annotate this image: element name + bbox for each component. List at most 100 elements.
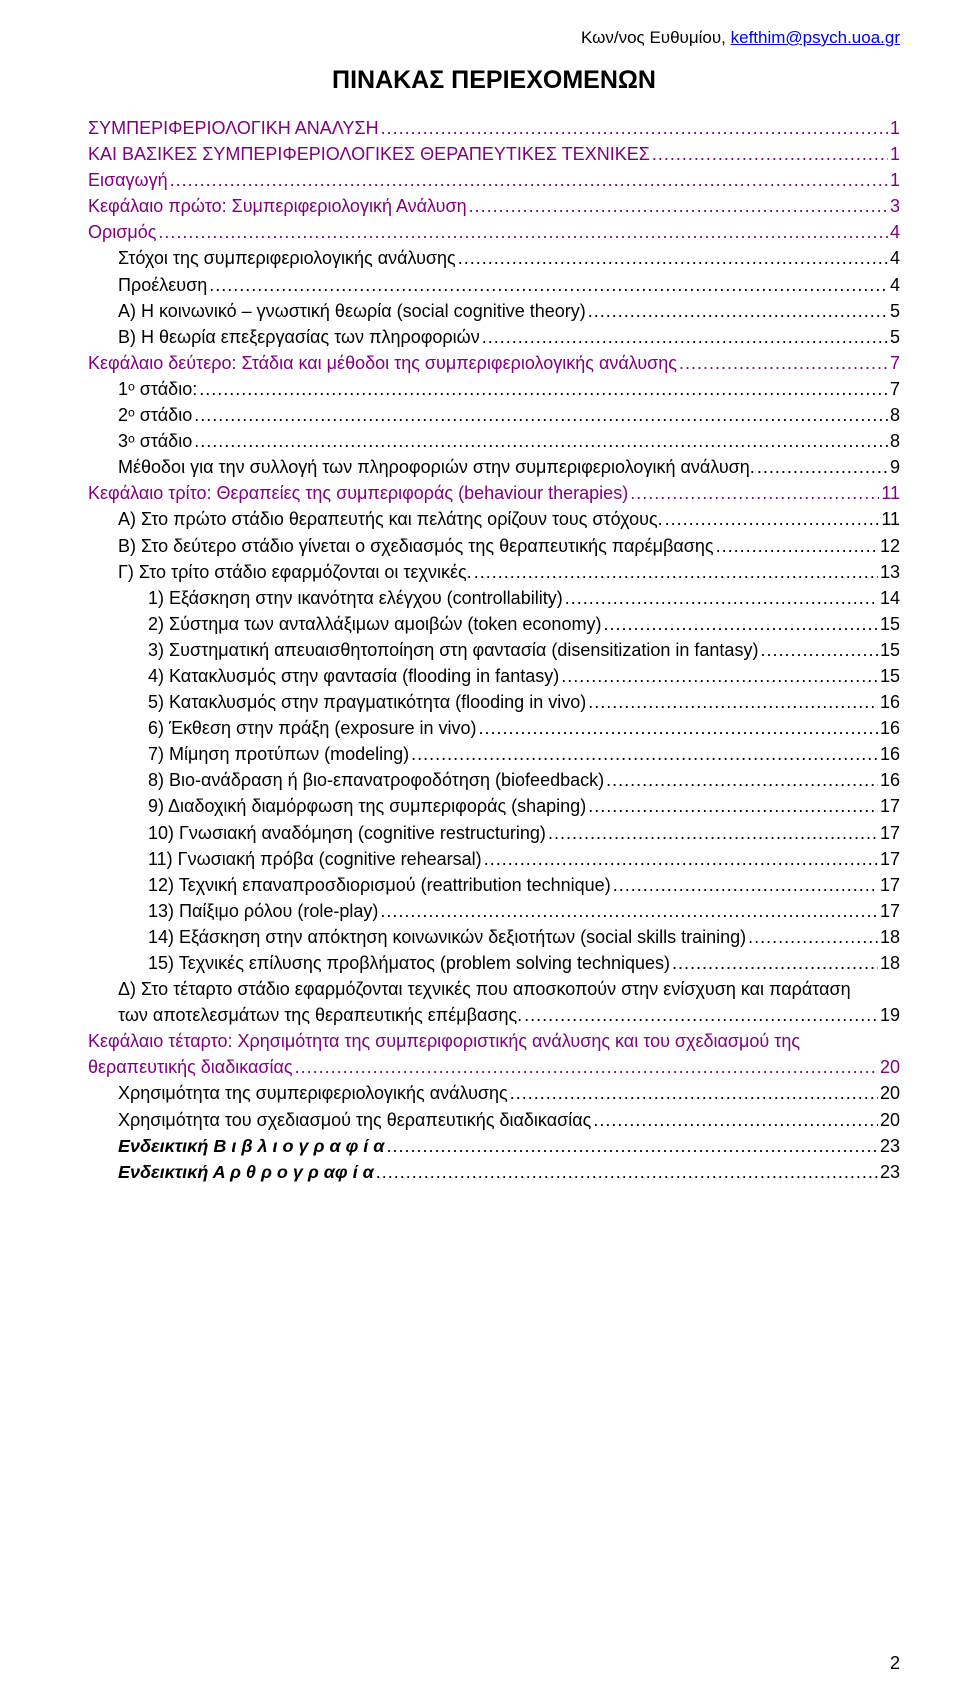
toc-label: 1) Εξάσκηση στην ικανότητα ελέγχου (cont… [148, 585, 563, 611]
toc-leader [386, 1133, 878, 1159]
toc-entry: Κεφάλαιο πρώτο: Συμπεριφεριολογική Ανάλυ… [88, 193, 900, 219]
toc-entry: Ενδεικτική Β ι β λ ι ο γ ρ α φ ί α23 [118, 1133, 900, 1159]
toc-entry: 3) Συστηματική απευαισθητοποίηση στη φαν… [148, 637, 900, 663]
document-page: Κων/νος Ευθυμίου, kefthim@psych.uoa.gr Π… [0, 0, 960, 1702]
toc-label: 15) Τεχνικές επίλυσης προβλήματος (probl… [148, 950, 670, 976]
toc-row: Κεφάλαιο τέταρτο: Χρησιμότητα της συμπερ… [88, 1028, 900, 1054]
toc-row: Β) Η θεωρία επεξεργασίας των πληροφοριών… [118, 324, 900, 350]
toc-entry: Α) Η κοινωνικό – γνωστική θεωρία (social… [118, 298, 900, 324]
toc-label: Β) Η θεωρία επεξεργασίας των πληροφοριών [118, 324, 480, 350]
toc-label: των αποτελεσμάτων της θεραπευτικής επέμβ… [118, 1002, 522, 1028]
toc-page: 14 [880, 585, 900, 611]
toc-entry: 12) Τεχνική επαναπροσδιορισμού (reattrib… [148, 872, 900, 898]
toc-label: Κεφάλαιο δεύτερο: Στάδια και μέθοδοι της… [88, 350, 677, 376]
toc-label: Στόχοι της συμπεριφεριολογικής ανάλυσης [118, 245, 456, 271]
toc-leader [295, 1054, 878, 1080]
toc-page: 4 [890, 245, 900, 271]
toc-entry: Β) Η θεωρία επεξεργασίας των πληροφοριών… [118, 324, 900, 350]
toc-page: 11 [881, 480, 900, 506]
toc-leader [380, 898, 878, 924]
toc-label: Α) Η κοινωνικό – γνωστική θεωρία (social… [118, 298, 586, 324]
toc-page: 3 [890, 193, 900, 219]
toc-entry: Στόχοι της συμπεριφεριολογικής ανάλυσης 4 [118, 245, 900, 271]
toc-row: ΚΑΙ ΒΑΣΙΚΕΣ ΣΥΜΠΕΡΙΦΕΡΙΟΛΟΓΙΚΕΣ ΘΕΡΑΠΕΥΤ… [88, 141, 900, 167]
author-email-link[interactable]: kefthim@psych.uoa.gr [731, 28, 900, 47]
toc-entry: ΣΥΜΠΕΡΙΦΕΡΙΟΛΟΓΙΚΗ ΑΝΑΛΥΣΗ1 [88, 115, 900, 141]
toc-page: 20 [880, 1107, 900, 1133]
toc-page: 1 [890, 167, 900, 193]
toc-page: 23 [880, 1159, 900, 1185]
toc-leader [565, 585, 878, 611]
toc-entry: Χρησιμότητα του σχεδιασμού της θεραπευτι… [118, 1107, 900, 1133]
toc-entry: Γ) Στο τρίτο στάδιο εφαρμόζονται οι τεχν… [118, 559, 900, 585]
toc-page: 20 [880, 1054, 900, 1080]
toc-page: 4 [890, 272, 900, 298]
toc-row: Α) Στο πρώτο στάδιο θεραπευτής και πελάτ… [118, 506, 900, 532]
toc-entry: 13) Παίξιμο ρόλου (role-play) 17 [148, 898, 900, 924]
toc-entry: Β) Στο δεύτερο στάδιο γίνεται ο σχεδιασμ… [118, 533, 900, 559]
toc-label: 9) Διαδοχική διαμόρφωση της συμπεριφοράς… [148, 793, 586, 819]
toc-page: 17 [880, 793, 900, 819]
toc-row: 14) Εξάσκηση στην απόκτηση κοινωνικών δε… [148, 924, 900, 950]
toc-row: 10) Γνωσιακή αναδόμηση (cognitive restru… [148, 820, 900, 846]
toc-page: 1 [890, 141, 900, 167]
toc-entry: Α) Στο πρώτο στάδιο θεραπευτής και πελάτ… [118, 506, 900, 532]
toc-label: Ενδεικτική Α ρ θ ρ ο γ ρ αφ ί α [118, 1159, 374, 1185]
toc-leader [524, 1002, 878, 1028]
toc-page: 17 [880, 898, 900, 924]
toc-entry: Κεφάλαιο τέταρτο: Χρησιμότητα της συμπερ… [88, 1028, 900, 1080]
toc-label: Ενδεικτική Β ι β λ ι ο γ ρ α φ ί α [118, 1133, 384, 1159]
toc-leader [482, 324, 888, 350]
toc-label: 10) Γνωσιακή αναδόμηση (cognitive restru… [148, 820, 546, 846]
toc-leader [613, 872, 878, 898]
table-of-contents: ΣΥΜΠΕΡΙΦΕΡΙΟΛΟΓΙΚΗ ΑΝΑΛΥΣΗ1ΚΑΙ ΒΑΣΙΚΕΣ Σ… [88, 115, 900, 1185]
toc-row: 2) Σύστημα των ανταλλάξιμων αμοιβών (tok… [148, 611, 900, 637]
toc-leader [376, 1159, 878, 1185]
toc-label: 7) Μίμηση προτύπων (modeling) [148, 741, 409, 767]
toc-page: 8 [890, 402, 900, 428]
toc-row: Χρησιμότητα του σχεδιασμού της θεραπευτι… [118, 1107, 900, 1133]
toc-leader [672, 950, 878, 976]
toc-entry: Χρησιμότητα της συμπεριφεριολογικής ανάλ… [118, 1080, 900, 1106]
toc-leader [478, 715, 877, 741]
toc-row: 9) Διαδοχική διαμόρφωση της συμπεριφοράς… [148, 793, 900, 819]
toc-page: 17 [880, 820, 900, 846]
toc-row: Γ) Στο τρίτο στάδιο εφαρμόζονται οι τεχν… [118, 559, 900, 585]
toc-entry: Εισαγωγή 1 [88, 167, 900, 193]
toc-label: Προέλευση [118, 272, 207, 298]
toc-leader [194, 428, 888, 454]
toc-leader [381, 115, 888, 141]
toc-label: Χρησιμότητα της συμπεριφεριολογικής ανάλ… [118, 1080, 508, 1106]
toc-row: 13) Παίξιμο ρόλου (role-play) 17 [148, 898, 900, 924]
toc-label: Μέθοδοι για την συλλογή των πληροφοριών … [118, 454, 755, 480]
toc-page: 4 [890, 219, 900, 245]
toc-label: Α) Στο πρώτο στάδιο θεραπευτής και πελάτ… [118, 506, 663, 532]
toc-row: 2ᵒ στάδιο8 [118, 402, 900, 428]
toc-entry: 1ᵒ στάδιο:7 [118, 376, 900, 402]
toc-label: 13) Παίξιμο ρόλου (role-play) [148, 898, 378, 924]
toc-page: 5 [890, 324, 900, 350]
toc-label: 12) Τεχνική επαναπροσδιορισμού (reattrib… [148, 872, 611, 898]
author-name: Κων/νος Ευθυμίου, [581, 28, 731, 47]
toc-row: Β) Στο δεύτερο στάδιο γίνεται ο σχεδιασμ… [118, 533, 900, 559]
toc-entry: Ορισμός4 [88, 219, 900, 245]
toc-label: Δ) Στο τέταρτο στάδιο εφαρμόζονται τεχνι… [118, 976, 851, 1002]
toc-entry: Ενδεικτική Α ρ θ ρ ο γ ρ αφ ί α 23 [118, 1159, 900, 1185]
toc-row: Προέλευση 4 [118, 272, 900, 298]
toc-label: 11) Γνωσιακή πρόβα (cognitive rehearsal) [148, 846, 482, 872]
toc-leader [561, 663, 878, 689]
toc-row: Κεφάλαιο πρώτο: Συμπεριφεριολογική Ανάλυ… [88, 193, 900, 219]
toc-leader [199, 376, 888, 402]
toc-leader [760, 637, 878, 663]
toc-leader [603, 611, 878, 637]
toc-page: 15 [880, 663, 900, 689]
page-title: ΠΙΝΑΚΑΣ ΠΕΡΙΕΧΟΜΕΝΩΝ [88, 66, 900, 95]
toc-label: 14) Εξάσκηση στην απόκτηση κοινωνικών δε… [148, 924, 746, 950]
toc-entry: 11) Γνωσιακή πρόβα (cognitive rehearsal)… [148, 846, 900, 872]
toc-leader [510, 1080, 878, 1106]
toc-row: 8) Βιο-ανάδραση ή βιο-επανατροφοδότηση (… [148, 767, 900, 793]
toc-row: 3ᵒ στάδιο8 [118, 428, 900, 454]
toc-row: Μέθοδοι για την συλλογή των πληροφοριών … [118, 454, 900, 480]
toc-row: 5) Κατακλυσμός στην πραγματικότητα (floo… [148, 689, 900, 715]
toc-label: Εισαγωγή [88, 167, 168, 193]
